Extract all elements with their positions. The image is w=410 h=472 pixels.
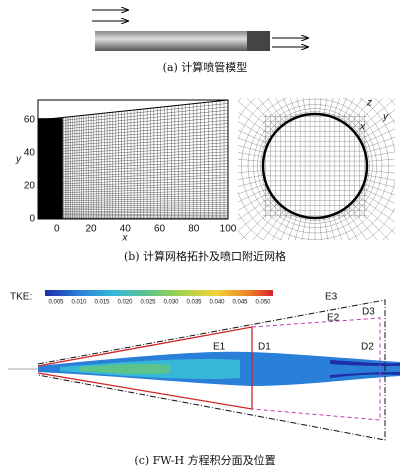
label-d1: D1	[258, 342, 271, 353]
plot-frame	[37, 99, 229, 220]
label-e3: E3	[325, 292, 338, 303]
x-tick-label: 20	[86, 224, 98, 235]
colorbar-tick-label: 0.045	[232, 300, 248, 306]
x-tick-label: 80	[188, 224, 200, 235]
x-tick-label: 40	[120, 224, 132, 235]
colorbar-tick-label: 0.015	[94, 300, 110, 306]
nozzle-wall	[261, 112, 369, 220]
colorbar-tick-label: 0.005	[48, 300, 64, 306]
mesh-ring	[253, 104, 377, 228]
nozzle-exit-mesh	[238, 98, 395, 240]
colorbar-tick-label: 0.030	[163, 300, 179, 306]
mesh-plot: 0 20 40 60 80 100 0 20 40 60 x y	[15, 99, 237, 244]
label-e2: E2	[327, 313, 340, 324]
mesh-ring	[241, 98, 389, 240]
axis-z: z	[366, 98, 372, 109]
colorbar-ticks: 0.005 0.010 0.015 0.020 0.025 0.030 0.035 0.040…	[48, 300, 271, 306]
jet-field	[8, 351, 400, 386]
colorbar-tick-label: 0.035	[186, 300, 202, 306]
y-tick-label: 60	[24, 114, 36, 125]
y-axis-label: y	[15, 154, 22, 165]
x-axis-label: x	[122, 233, 129, 244]
colorbar-label: TKE:	[10, 292, 32, 303]
mesh-top-boundary	[37, 99, 229, 121]
axis-x: x	[359, 122, 366, 133]
y-tick-label: 20	[24, 181, 36, 192]
x-tick-label: 0	[54, 224, 60, 235]
x-tick-label: 100	[220, 224, 237, 235]
caption-c: (c) FW-H 方程积分面及位置	[134, 453, 275, 467]
mesh-ring	[260, 111, 370, 221]
y-tick-label: 40	[24, 148, 36, 159]
caption-b: (b) 计算网格拓扑及喷口附近网格	[124, 249, 286, 263]
dense-mesh	[38, 118, 63, 219]
x-tick-label: 60	[154, 224, 166, 235]
fwh-surfaces	[37, 299, 386, 441]
axis-y: y	[382, 112, 389, 123]
colorbar-tick-label: 0.025	[140, 300, 156, 306]
colorbar-tick-label: 0.020	[117, 300, 133, 306]
nozzle-model	[92, 10, 308, 51]
colorbar-tick-label: 0.050	[255, 300, 271, 306]
mesh-lines	[56, 99, 229, 220]
caption-a: (a) 计算喷管模型	[163, 60, 248, 74]
colorbar-tick-label: 0.010	[71, 300, 87, 306]
label-d3: D3	[362, 307, 375, 318]
colorbar-tick-label: 0.040	[209, 300, 225, 306]
mesh-lines	[238, 98, 395, 240]
label-e1: E1	[213, 342, 226, 353]
mesh-group	[238, 98, 395, 240]
mesh-ring	[247, 98, 383, 234]
colorbar	[45, 290, 273, 296]
mesh-ring	[257, 108, 373, 224]
label-d2: D2	[361, 342, 374, 353]
y-tick-label: 0	[29, 214, 35, 225]
